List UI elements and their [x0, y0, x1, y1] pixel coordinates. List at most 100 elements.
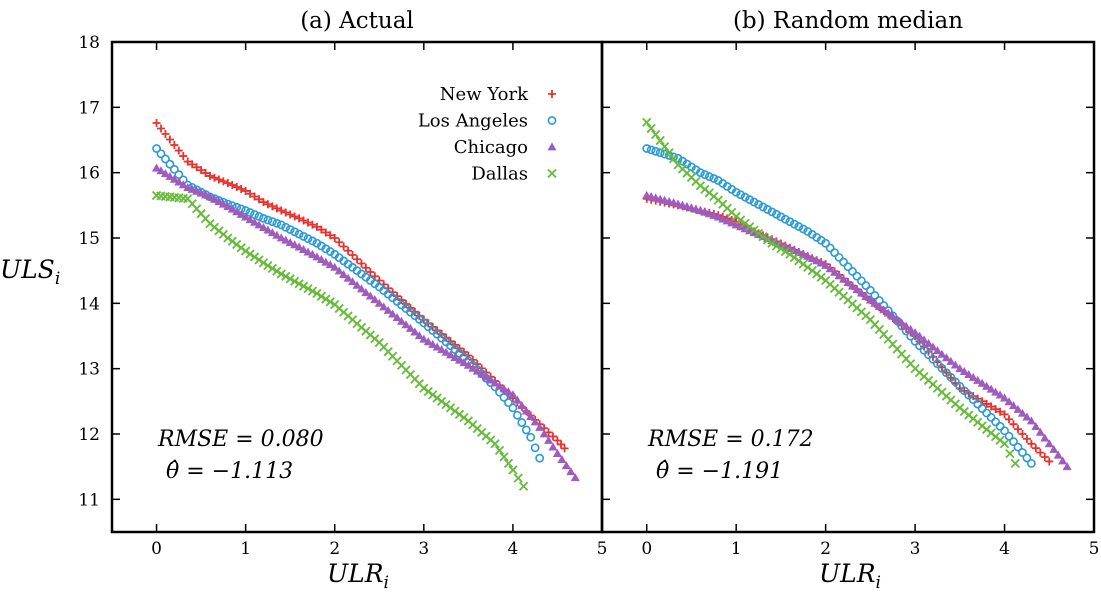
data-point: [1035, 427, 1045, 436]
data-point: [304, 218, 312, 227]
data-point: [414, 331, 424, 340]
data-point: [326, 231, 335, 240]
data-point: [259, 213, 268, 223]
data-point: [298, 281, 309, 291]
data-point: [512, 410, 522, 420]
data-point: [237, 185, 246, 193]
data-point: [928, 342, 938, 351]
data-point: [570, 473, 580, 482]
data-point: [1022, 412, 1032, 421]
data-point: [991, 405, 1000, 414]
data-point: [178, 180, 188, 189]
data-point: [245, 249, 255, 259]
data-point: [861, 281, 871, 290]
x-tick-label: 1: [731, 539, 742, 559]
data-point: [250, 192, 259, 201]
data-point: [499, 393, 509, 402]
data-point: [504, 398, 513, 408]
data-point: [999, 439, 1010, 449]
data-point: [295, 214, 304, 223]
data-point: [339, 242, 348, 251]
y-tick-label: 16: [78, 164, 100, 184]
data-point: [464, 351, 473, 360]
data-point: [294, 229, 304, 239]
data-point: [932, 346, 942, 355]
data-point: [308, 236, 317, 246]
data-point: [241, 212, 251, 221]
data-point: [548, 442, 558, 451]
data-point: [268, 202, 277, 211]
data-point: [1026, 416, 1036, 425]
data-point: [441, 347, 451, 356]
data-point: [897, 318, 907, 327]
data-point: [1013, 425, 1022, 434]
data-point: [374, 298, 384, 307]
data-point: [321, 257, 331, 266]
data-point: [843, 262, 853, 272]
theta-annotation: θ̂ = −1.191: [656, 459, 783, 484]
data-point: [995, 421, 1005, 431]
data-point: [1000, 410, 1009, 419]
data-point: [1013, 404, 1023, 413]
data-point: [276, 269, 286, 279]
data-point: [794, 222, 804, 231]
data-point: [785, 217, 795, 227]
x-tick-label: 0: [151, 539, 162, 559]
data-point: [521, 406, 531, 415]
data-point: [428, 339, 438, 348]
data-point: [995, 390, 1005, 399]
data-point: [1044, 439, 1054, 448]
data-point: [749, 197, 759, 207]
data-point: [481, 372, 491, 381]
data-point: [973, 399, 983, 409]
data-point: [152, 144, 161, 153]
data-point: [206, 171, 214, 180]
data-point: [839, 257, 848, 267]
data-point: [696, 168, 705, 178]
data-point: [281, 235, 291, 244]
data-point: [651, 129, 661, 140]
data-point: [272, 204, 281, 213]
data-point: [1005, 415, 1014, 424]
data-point: [816, 258, 826, 267]
data-point: [289, 276, 300, 286]
data-point: [245, 215, 255, 224]
data-point: [857, 276, 866, 286]
data-point: [365, 291, 375, 300]
data-point: [968, 372, 978, 381]
data-point: [883, 308, 893, 317]
data-point: [1022, 434, 1031, 443]
data-point: [267, 228, 277, 237]
data-point: [1031, 422, 1041, 431]
data-point: [290, 227, 300, 237]
data-point: [250, 217, 260, 226]
data-point: [330, 234, 339, 242]
data-point: [335, 238, 344, 247]
data-point: [361, 287, 371, 296]
legend: New York Los Angeles Chicago Dallas: [418, 84, 557, 185]
data-point: [317, 225, 326, 234]
data-point: [348, 250, 357, 259]
data-point: [919, 335, 929, 344]
data-point: [308, 220, 317, 229]
data-point: [250, 210, 259, 219]
data-point: [299, 244, 309, 253]
data-point: [834, 271, 844, 280]
data-point: [557, 455, 567, 464]
data-point: [1062, 462, 1072, 471]
data-point: [919, 345, 929, 355]
data-point: [263, 200, 272, 209]
data-point: [214, 197, 224, 206]
data-point: [780, 246, 791, 257]
data-point: [991, 387, 1001, 396]
data-point: [950, 360, 960, 369]
data-point: [477, 369, 487, 378]
data-point: [669, 152, 678, 162]
x-tick-label: 5: [1089, 539, 1100, 559]
data-point: [1005, 448, 1015, 459]
data-point: [459, 358, 469, 367]
data-point: [1026, 458, 1036, 468]
x-tick-label: 4: [999, 539, 1010, 559]
data-point: [959, 367, 969, 376]
